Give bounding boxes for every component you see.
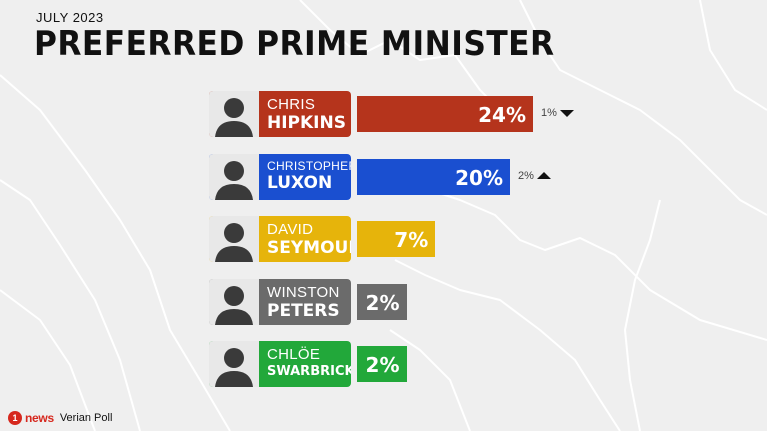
change-value: 1% (541, 107, 557, 119)
arrow-up-icon (536, 172, 551, 179)
news-logo-text: news (25, 411, 54, 425)
candidate-name: CHRISTOPHER LUXON (267, 158, 351, 193)
candidate-first-name: CHLÖE (267, 346, 321, 363)
candidate-name: DAVIDSEYMOUR (267, 221, 351, 258)
candidate-photo (209, 216, 259, 262)
candidate-first-name: CHRIS (267, 96, 316, 113)
bar: 2% (357, 346, 407, 382)
candidate-photo (209, 341, 259, 387)
data-label: 7% (394, 228, 429, 252)
poll-date: JULY 2023 (36, 10, 104, 25)
news-logo-icon: 1 (8, 411, 22, 425)
candidate-card: WINSTON PETERS (209, 278, 351, 325)
bar: 2% (357, 283, 407, 320)
data-label: 2% (365, 290, 400, 315)
candidate-photo (209, 153, 259, 200)
candidate-first-name: CHRISTOPHER (267, 158, 351, 173)
candidate-last-name: PETERS (267, 300, 340, 321)
poll-source: Verian Poll (59, 412, 113, 424)
candidate-photo (209, 278, 259, 325)
chart-title: PREFERRED PRIME MINISTER (34, 24, 555, 64)
source-footer: 1 news Verian Poll (8, 411, 112, 425)
change-indicator: 1% (541, 107, 574, 119)
candidate-last-name: SEYMOUR (267, 238, 351, 258)
data-label: 2% (365, 353, 400, 377)
candidate-name: WINSTON PETERS (267, 285, 347, 320)
candidate-first-name: DAVID (267, 221, 314, 238)
candidate-last-name: HIPKINS (267, 113, 346, 133)
change-value: 2% (518, 169, 534, 182)
arrow-down-icon (559, 109, 574, 117)
bar: 20% (357, 158, 510, 195)
data-label: 20% (455, 165, 503, 190)
candidate-card: CHLÖE SWARBRICK (209, 341, 351, 387)
candidate-name: CHLÖE SWARBRICK (267, 346, 351, 379)
change-indicator: 2% (518, 170, 551, 182)
data-label: 24% (478, 103, 526, 127)
candidate-card: CHRIS HIPKINS (209, 91, 351, 137)
bar: 7% (357, 221, 436, 257)
candidate-first-name: WINSTON (267, 283, 340, 301)
candidate-card: CHRISTOPHER LUXON (209, 153, 351, 200)
candidate-last-name: SWARBRICK (267, 364, 351, 379)
candidate-name: CHRIS HIPKINS (267, 97, 347, 132)
bar: 24% (357, 96, 533, 132)
candidate-card: DAVIDSEYMOUR (209, 216, 351, 262)
candidate-last-name: LUXON (267, 172, 333, 193)
candidate-photo (209, 91, 259, 137)
